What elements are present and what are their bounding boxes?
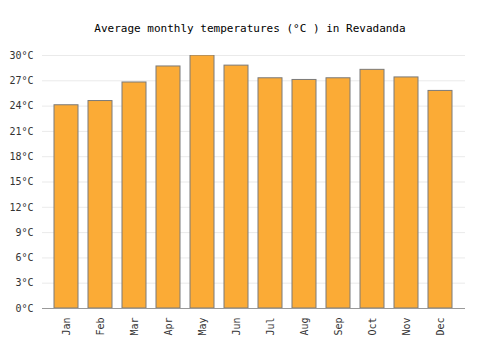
svg-text:Aug: Aug bbox=[299, 318, 310, 336]
svg-text:21°C: 21°C bbox=[9, 126, 33, 137]
svg-text:Sep: Sep bbox=[333, 318, 344, 336]
svg-text:6°C: 6°C bbox=[15, 252, 33, 263]
svg-text:Oct: Oct bbox=[367, 318, 378, 336]
svg-text:30°C: 30°C bbox=[9, 50, 33, 61]
svg-text:Apr: Apr bbox=[163, 318, 174, 336]
svg-text:12°C: 12°C bbox=[9, 202, 33, 213]
html-text:Average monthly temperatures (: Average monthly temperatures (°C ) in Re… bbox=[94, 22, 406, 35]
svg-text:18°C: 18°C bbox=[9, 151, 33, 162]
svg-text:27°C: 27°C bbox=[9, 75, 33, 86]
svg-text:Mar: Mar bbox=[129, 318, 140, 336]
svg-text:Jan: Jan bbox=[61, 318, 72, 336]
svg-text:Nov: Nov bbox=[401, 318, 412, 336]
svg-text:Feb: Feb bbox=[95, 318, 106, 336]
svg-text:Jun: Jun bbox=[231, 318, 242, 336]
svg-text:15°C: 15°C bbox=[9, 176, 33, 187]
svg-text:Jul: Jul bbox=[265, 318, 276, 336]
svg-text:May: May bbox=[197, 318, 208, 336]
svg-text:3°C: 3°C bbox=[15, 277, 33, 288]
svg-text:Dec: Dec bbox=[435, 318, 446, 336]
svg-text:24°C: 24°C bbox=[9, 100, 33, 111]
svg-text:9°C: 9°C bbox=[15, 227, 33, 238]
svg-text:0°C: 0°C bbox=[15, 303, 33, 314]
